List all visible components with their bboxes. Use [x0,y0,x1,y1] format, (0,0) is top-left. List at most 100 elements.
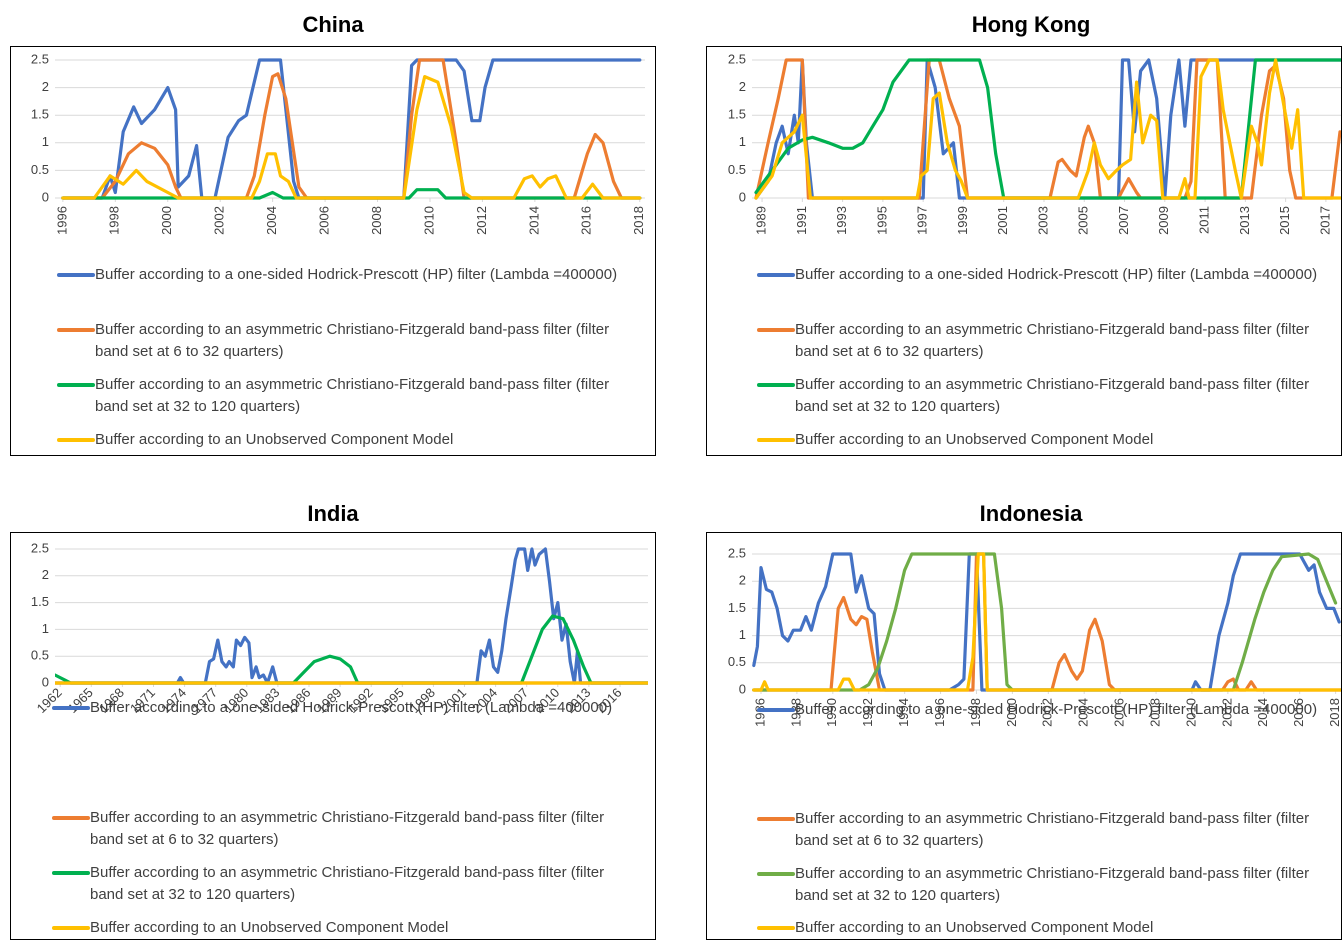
x-tick-label: 2007 [1116,206,1131,235]
legend-item: Buffer according to an asymmetric Christ… [52,807,630,851]
x-tick-label: 2013 [1237,206,1252,235]
legend-item: Buffer according to an asymmetric Christ… [757,374,1335,418]
x-tick-label: 2014 [526,206,541,235]
y-tick-label: 1 [42,134,49,149]
x-tick-label: 2010 [1183,698,1198,727]
series-line [754,58,1341,200]
y-tick-label: 0 [42,674,49,689]
series-line [754,58,1341,200]
x-tick-label: 2018 [1327,698,1342,727]
y-tick-label: 0 [42,189,49,204]
x-tick-label: 2006 [317,206,332,235]
legend-item: Buffer according to an asymmetric Christ… [757,319,1335,363]
plot-area [55,547,648,685]
y-tick-label: 1.5 [728,600,746,615]
x-tick-label: 2010 [421,206,436,235]
x-tick-label: 2016 [579,206,594,235]
legend-item: Buffer according to a one-sided Hodrick-… [757,699,1335,721]
y-tick-label: 0.5 [728,654,746,669]
x-tick-label: 1992 [860,698,875,727]
x-tick-label: 2004 [264,206,279,235]
legend-label: Buffer according to an asymmetric Christ… [95,376,610,415]
plot-area [752,552,1341,692]
series-line [61,58,642,200]
x-tick-label: 2004 [1076,698,1091,727]
x-tick-label: 2015 [1277,206,1292,235]
x-tick-label: 1991 [794,206,809,235]
legend-label: Buffer according to an asymmetric Christ… [95,321,610,360]
y-tick-label: 2.5 [31,51,49,66]
y-tick-label: 2 [739,79,746,94]
series-line [61,75,642,200]
x-tick-label: 2012 [474,206,489,235]
x-tick-label: 1990 [824,698,839,727]
x-tick-label: 1999 [955,206,970,235]
legend-swatch [757,383,795,387]
x-tick-label: 1986 [752,698,767,727]
x-tick-label: 1996 [932,698,947,727]
x-tick-label: 1988 [788,698,803,727]
x-tick-label: 2009 [1156,206,1171,235]
x-tick-label: 2011 [1197,206,1212,234]
legend-label: Buffer according to an asymmetric Christ… [90,864,605,903]
legend-item: Buffer according to an Unobserved Compon… [57,429,635,451]
panel-border [10,46,656,456]
x-tick-label: 1989 [754,206,769,235]
legend-item: Buffer according to a one-sided Hodrick-… [57,264,635,286]
legend-label: Buffer according to an Unobserved Compon… [795,431,1154,448]
series-line [752,552,1338,692]
y-tick-label: 1.5 [728,107,746,122]
chart-title: Hong Kong [971,12,1091,37]
x-tick-label: 1996 [54,206,69,235]
legend-item: Buffer according to an asymmetric Christ… [52,862,630,906]
x-tick-label: 1998 [107,206,122,235]
legend-swatch [757,273,795,277]
legend-label: Buffer according to a one-sided Hodrick-… [95,266,618,283]
legend-item: Buffer according to an asymmetric Christ… [57,319,635,363]
legend-swatch [52,706,90,710]
legend-label: Buffer according to an Unobserved Compon… [95,431,454,448]
y-tick-label: 2 [42,79,49,94]
legend-swatch [757,926,795,930]
legend-swatch [52,926,90,930]
legend-swatch [57,383,95,387]
y-tick-label: 2 [739,573,746,588]
x-tick-label: 2008 [1147,698,1162,727]
y-tick-label: 1 [739,627,746,642]
x-tick-label: 2000 [159,206,174,235]
legend-label: Buffer according to a one-sided Hodrick-… [795,266,1318,283]
legend-swatch [57,328,95,332]
y-tick-label: 2.5 [31,540,49,555]
legend-swatch [52,871,90,875]
series-line [55,547,648,685]
legend-label: Buffer according to an Unobserved Compon… [795,919,1154,936]
y-tick-label: 0 [739,681,746,696]
legend-label: Buffer according to an asymmetric Christ… [795,321,1310,360]
legend-item: Buffer according to an Unobserved Compon… [52,917,630,939]
legend-label: Buffer according to a one-sided Hodrick-… [795,701,1318,718]
legend-item: Buffer according to a one-sided Hodrick-… [757,264,1335,286]
legend-item: Buffer according to an asymmetric Christ… [757,863,1335,907]
legend-swatch [757,438,795,442]
legend-label: Buffer according to an Unobserved Compon… [90,919,449,936]
series-line [752,552,1341,692]
y-tick-label: 0 [739,189,746,204]
plot-area [754,58,1341,200]
legend-label: Buffer according to a one-sided Hodrick-… [90,699,613,716]
x-tick-label: 2017 [1317,206,1332,235]
legend-item: Buffer according to an Unobserved Compon… [757,917,1335,939]
series-line [752,552,1341,692]
x-tick-label: 2005 [1076,206,1091,235]
y-tick-label: 2.5 [728,545,746,560]
x-tick-label: 2012 [1219,698,1234,727]
legend-item: Buffer according to an asymmetric Christ… [57,374,635,418]
legend-item: Buffer according to a one-sided Hodrick-… [52,697,630,719]
series-line [61,188,642,200]
chart-title: India [307,501,359,526]
x-tick-label: 2003 [1035,206,1050,235]
y-tick-label: 1 [42,621,49,636]
legend-label: Buffer according to an asymmetric Christ… [795,865,1310,904]
y-tick-label: 1.5 [31,594,49,609]
